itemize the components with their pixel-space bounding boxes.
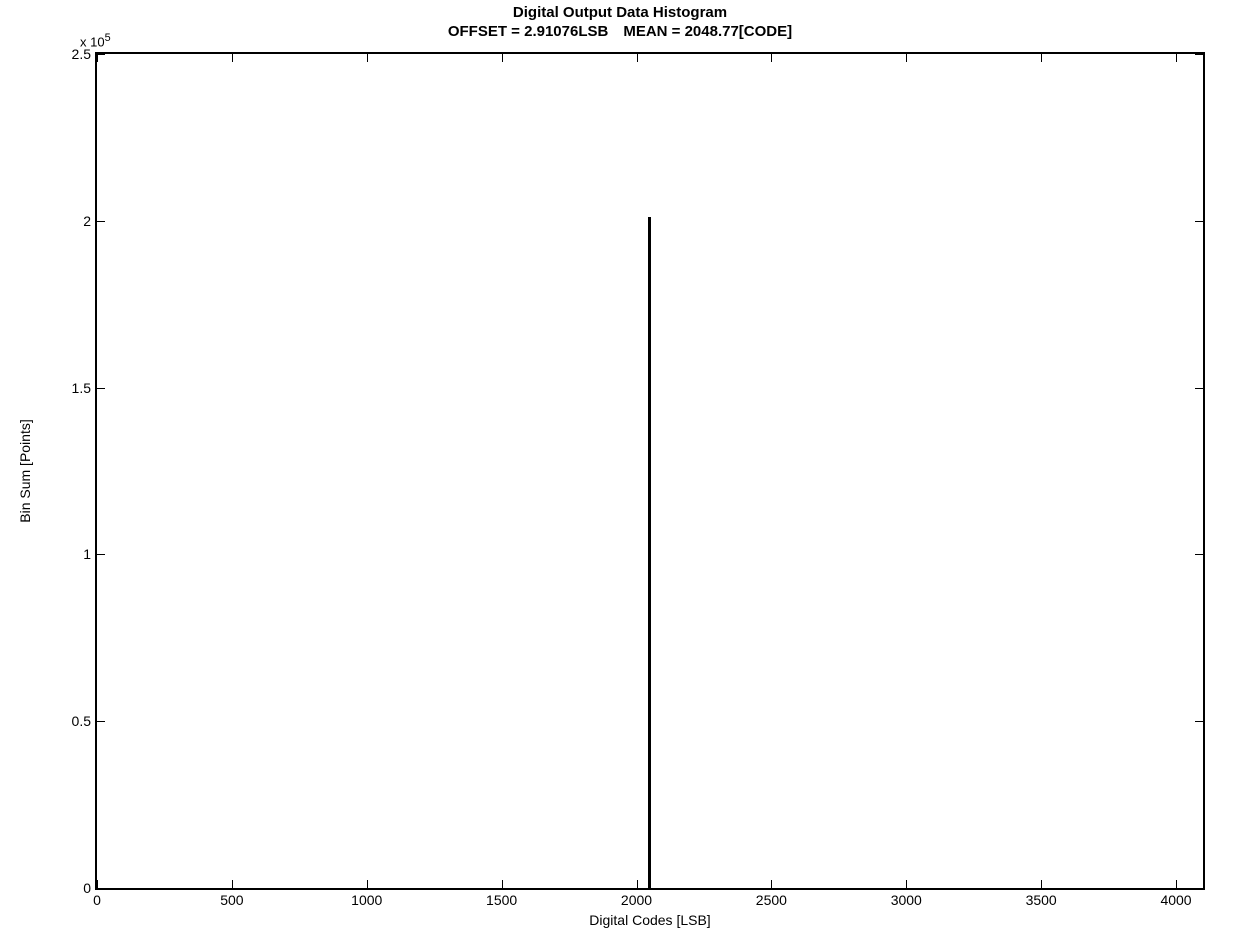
y-tick-label: 2 (83, 213, 91, 229)
x-tick (1176, 54, 1177, 62)
x-tick-label: 2500 (756, 892, 787, 908)
y-tick (97, 554, 105, 555)
x-tick-label: 0 (93, 892, 101, 908)
y-axis-exponent: x 105 (80, 32, 111, 49)
y-tick (1195, 721, 1203, 722)
x-tick (906, 54, 907, 62)
x-tick-label: 2000 (621, 892, 652, 908)
x-tick-label: 1000 (351, 892, 382, 908)
x-tick (637, 54, 638, 62)
exponent-prefix: x 10 (80, 34, 105, 49)
histogram-chart: Digital Output Data Histogram OFFSET = 2… (0, 0, 1240, 944)
x-tick (97, 54, 98, 62)
y-tick (1195, 54, 1203, 55)
x-tick-label: 4000 (1160, 892, 1191, 908)
x-tick-label: 500 (220, 892, 243, 908)
x-tick (637, 880, 638, 888)
exponent-power: 5 (105, 32, 111, 44)
y-axis-label: Bin Sum [Points] (17, 419, 33, 523)
y-tick (1195, 221, 1203, 222)
y-tick (97, 888, 105, 889)
y-tick-label: 1 (83, 546, 91, 562)
y-tick-label: 1.5 (72, 380, 91, 396)
x-tick (232, 54, 233, 62)
x-tick-label: 1500 (486, 892, 517, 908)
y-tick (97, 221, 105, 222)
x-tick (771, 54, 772, 62)
y-tick (1195, 888, 1203, 889)
chart-title-block: Digital Output Data Histogram OFFSET = 2… (0, 4, 1240, 42)
chart-title-line1: Digital Output Data Histogram (0, 4, 1240, 23)
y-tick (97, 388, 105, 389)
y-tick (97, 721, 105, 722)
x-tick (771, 880, 772, 888)
plot-area: Digital Codes [LSB] 05001000150020002500… (95, 52, 1205, 890)
x-tick (906, 880, 907, 888)
x-tick-label: 3000 (891, 892, 922, 908)
x-tick (97, 880, 98, 888)
x-tick (367, 880, 368, 888)
histogram-bar (648, 217, 651, 888)
x-tick (367, 54, 368, 62)
x-tick-label: 3500 (1026, 892, 1057, 908)
x-tick (502, 54, 503, 62)
x-tick (1176, 880, 1177, 888)
y-tick (1195, 388, 1203, 389)
y-tick (97, 54, 105, 55)
chart-title-line2: OFFSET = 2.91076LSB MEAN = 2048.77[CODE] (0, 23, 1240, 42)
x-tick (502, 880, 503, 888)
x-axis-label: Digital Codes [LSB] (589, 912, 710, 928)
y-tick-label: 0.5 (72, 713, 91, 729)
x-tick (1041, 54, 1042, 62)
y-tick-label: 0 (83, 880, 91, 896)
x-tick (1041, 880, 1042, 888)
x-tick (232, 880, 233, 888)
y-tick (1195, 554, 1203, 555)
